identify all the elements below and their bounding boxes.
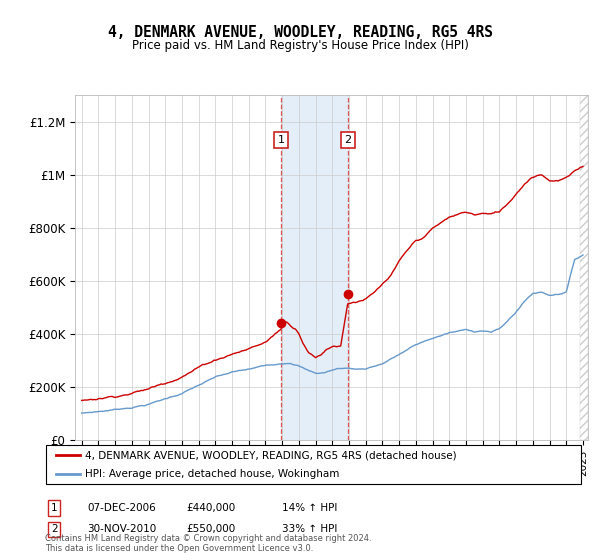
- Text: 30-NOV-2010: 30-NOV-2010: [87, 524, 156, 534]
- Text: Contains HM Land Registry data © Crown copyright and database right 2024.
This d: Contains HM Land Registry data © Crown c…: [45, 534, 371, 553]
- Text: 33% ↑ HPI: 33% ↑ HPI: [282, 524, 337, 534]
- Bar: [281, 95, 348, 440]
- Text: 4, DENMARK AVENUE, WOODLEY, READING, RG5 4RS (detached house): 4, DENMARK AVENUE, WOODLEY, READING, RG5…: [85, 450, 457, 460]
- Text: £440,000: £440,000: [186, 503, 235, 513]
- Text: 4, DENMARK AVENUE, WOODLEY, READING, RG5 4RS: 4, DENMARK AVENUE, WOODLEY, READING, RG5…: [107, 25, 493, 40]
- Text: 07-DEC-2006: 07-DEC-2006: [87, 503, 156, 513]
- Text: £550,000: £550,000: [186, 524, 235, 534]
- FancyBboxPatch shape: [46, 445, 581, 484]
- Text: HPI: Average price, detached house, Wokingham: HPI: Average price, detached house, Woki…: [85, 469, 340, 479]
- Text: 2: 2: [344, 135, 351, 145]
- Text: 1: 1: [51, 503, 58, 513]
- Text: 1: 1: [277, 135, 284, 145]
- Text: 2: 2: [51, 524, 58, 534]
- Text: 14% ↑ HPI: 14% ↑ HPI: [282, 503, 337, 513]
- Text: Price paid vs. HM Land Registry's House Price Index (HPI): Price paid vs. HM Land Registry's House …: [131, 39, 469, 52]
